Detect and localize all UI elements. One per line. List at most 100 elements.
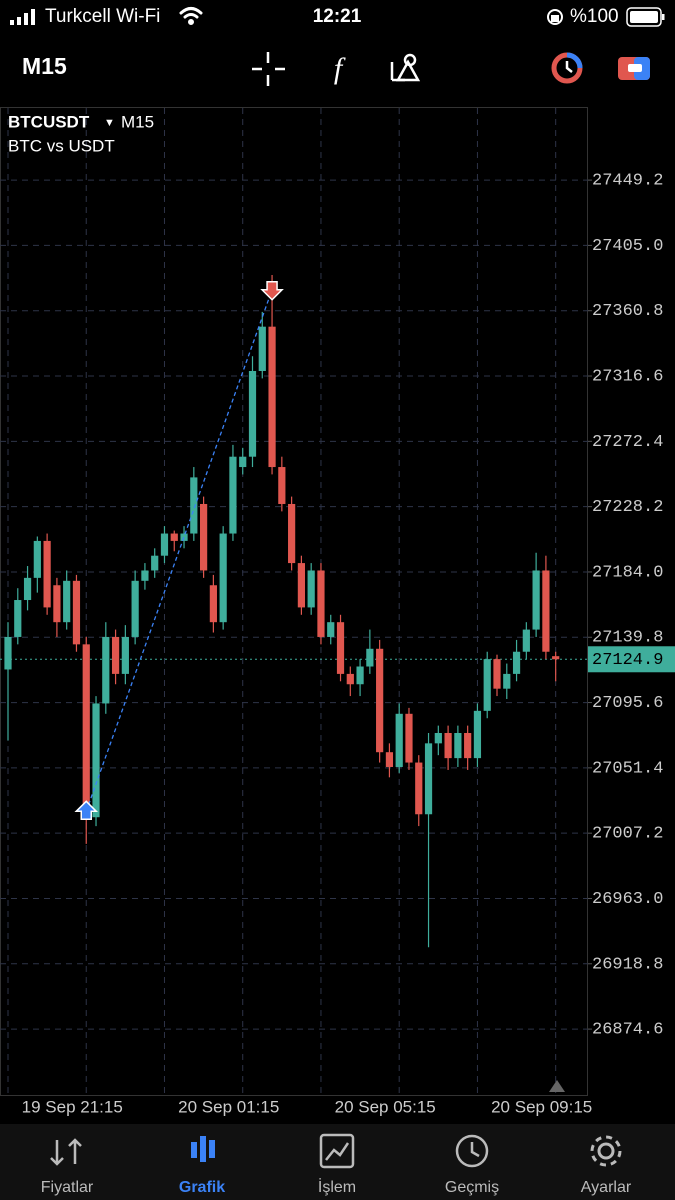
tab-label[interactable]: İşlem [318,1177,356,1196]
candle-body [23,577,32,601]
candle-body [141,570,149,581]
tab-icon [319,1133,355,1169]
candle-body [444,733,452,759]
candle-body [376,648,384,753]
candle-body [102,636,110,704]
candle-body [532,570,540,630]
candle-body [552,656,560,660]
tab-icon [191,1136,215,1162]
candle-body [239,456,247,468]
candle-body [288,503,296,564]
trade-line [85,289,273,812]
tab-icon [590,1135,622,1167]
carrier: Turkcell Wi-Fi [45,6,160,27]
candle-body [170,533,178,541]
candle-body [346,673,354,685]
tab-label[interactable]: Ayarlar [581,1179,632,1196]
candle-body [121,636,129,674]
candle-body [4,636,12,670]
crosshair-button[interactable] [252,52,285,86]
candle-body [14,600,22,637]
trade-button[interactable] [551,52,583,84]
candle-body [278,467,286,504]
dropdown-caret[interactable]: ▼ [104,117,115,129]
candle-body [190,477,198,534]
candle-body [248,371,257,457]
candle-body [63,580,71,623]
battery-icon [626,7,665,27]
y-tick-label: 27007.2 [592,825,663,844]
candle-body [111,636,120,674]
candle-body [200,503,208,571]
candles [4,274,560,948]
candle-body [424,743,433,815]
chart-symbol: BTCUSDT [8,112,90,131]
candle-body [92,703,100,818]
x-tick-label: 20 Sep 01:15 [178,1097,279,1116]
indicators-button[interactable]: f [334,52,346,85]
y-tick-label: 27051.4 [592,759,663,778]
x-tick-label: 20 Sep 09:15 [491,1097,592,1116]
chart-frame [0,107,588,1096]
tab-bar [0,1124,675,1200]
buy-arrow [74,800,99,821]
candle-body [268,326,276,468]
candle-body [219,533,227,623]
timeframe-button[interactable]: M15 [22,53,67,79]
y-tick-label: 27449.2 [592,172,663,191]
candle-body [307,570,315,608]
candle-body [82,644,90,818]
y-tick-label: 27228.2 [592,498,663,517]
candle-body [483,659,491,711]
candle-body [258,326,266,372]
y-tick-label: 27360.8 [592,302,663,321]
candle-body [209,585,217,623]
candle-body [415,762,423,815]
chart-description: BTC vs USDT [8,136,115,155]
candle-body [454,733,462,759]
y-tick-label: 26874.6 [592,1021,663,1040]
battery-label: %100 [570,6,619,27]
candle-body [180,533,188,541]
candle-body [160,533,169,556]
lock-icon [547,9,563,25]
tab-icon [455,1134,489,1168]
chart-timeframe: M15 [121,112,154,131]
y-tick-label: 27405.0 [592,237,663,256]
x-tick-label: 20 Sep 05:15 [335,1097,436,1116]
candle-body [336,622,345,674]
candle-body [473,710,482,759]
candle-body [493,659,501,689]
candle-body [151,555,159,571]
y-tick-label: 26918.8 [592,955,663,974]
candle-body [405,713,413,763]
candle-body [503,673,511,689]
y-tick-label: 26963.0 [592,890,663,909]
scroll-marker[interactable] [549,1080,565,1092]
tab-label[interactable]: Fiyatlar [41,1179,94,1196]
candle-body [297,563,305,608]
candle-body [229,456,237,534]
x-tick-label: 19 Sep 21:15 [22,1097,123,1116]
y-tick-label: 27095.6 [592,694,663,713]
objects-button[interactable] [390,53,421,82]
wifi-icon [179,7,203,25]
y-tick-label: 27184.0 [592,563,663,582]
last-price-tag [588,646,675,673]
account-button[interactable] [618,57,650,80]
y-tick-label: 27316.6 [592,368,663,387]
tab-label[interactable]: Grafik [179,1179,225,1196]
candle-body [522,629,530,652]
candle-body [434,733,442,744]
tab-label[interactable]: Geçmiş [445,1179,499,1196]
candle-body [43,540,51,608]
candle-body [366,648,374,667]
clock: 12:21 [313,6,362,27]
signal-icon [10,9,35,25]
y-tick-label: 27272.4 [592,433,663,452]
last-price-label: 27124.9 [592,651,663,670]
candle-body [464,733,472,759]
candle-body [131,580,139,637]
